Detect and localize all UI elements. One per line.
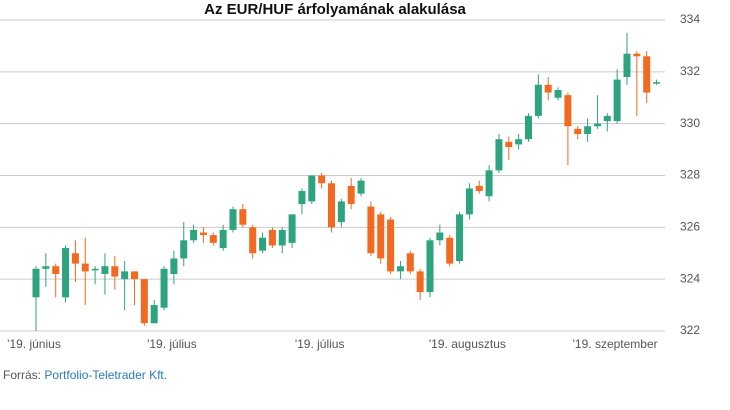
candle-body bbox=[406, 253, 414, 272]
chart-title: Az EUR/HUF árfolyamának alakulása bbox=[204, 1, 466, 18]
y-tick-label: 326 bbox=[680, 220, 700, 234]
candle-body bbox=[190, 229, 198, 241]
candle-body bbox=[229, 209, 237, 230]
candle-body bbox=[288, 214, 296, 243]
candle-body bbox=[613, 79, 621, 122]
candle-body bbox=[170, 258, 178, 274]
candle-body bbox=[643, 56, 651, 93]
candle-body bbox=[377, 214, 385, 259]
candle-body bbox=[318, 175, 326, 184]
source: Forrás: Portfolio-Teletrader Kft. bbox=[3, 368, 167, 382]
candle-body bbox=[426, 240, 434, 293]
y-tick-label: 332 bbox=[680, 64, 700, 78]
y-tick-label: 330 bbox=[680, 116, 700, 130]
candle-body bbox=[515, 139, 523, 145]
source-link[interactable]: Portfolio-Teletrader Kft. bbox=[44, 368, 167, 382]
candle-body bbox=[219, 229, 227, 249]
candle-body bbox=[298, 191, 306, 205]
x-tick-label: '19. augusztus bbox=[429, 337, 506, 351]
candle-body bbox=[101, 266, 109, 274]
candle-body bbox=[456, 214, 464, 262]
candle-body bbox=[367, 206, 375, 254]
candle-body bbox=[62, 248, 70, 298]
candle-body bbox=[121, 271, 129, 280]
candle-body bbox=[150, 305, 158, 324]
candle-body bbox=[249, 227, 257, 254]
candle-body bbox=[505, 141, 513, 147]
candle-body bbox=[534, 84, 542, 116]
candle-body bbox=[584, 126, 592, 135]
y-tick-label: 322 bbox=[680, 323, 700, 337]
candle-body bbox=[495, 139, 503, 171]
candle-body bbox=[653, 82, 661, 84]
candle-body bbox=[446, 237, 454, 264]
y-tick-label: 334 bbox=[680, 12, 700, 26]
candle-body bbox=[357, 180, 365, 194]
y-tick-label: 324 bbox=[680, 271, 700, 285]
candle-body bbox=[42, 266, 50, 269]
candle-body bbox=[593, 123, 601, 127]
candle-body bbox=[160, 268, 168, 308]
candle-body bbox=[347, 185, 355, 205]
candle-body bbox=[52, 266, 60, 274]
x-tick-label: '19. július bbox=[147, 337, 197, 351]
candle-body bbox=[554, 89, 562, 98]
candle-body bbox=[475, 185, 483, 192]
candle-body bbox=[544, 84, 552, 93]
candle-body bbox=[465, 188, 473, 215]
candle-body bbox=[199, 232, 207, 236]
x-tick-label: '19. július bbox=[295, 337, 345, 351]
candle-body bbox=[259, 237, 267, 251]
candle-body bbox=[436, 232, 444, 241]
candle-body bbox=[633, 53, 641, 57]
candle-body bbox=[278, 229, 286, 246]
candle-body bbox=[268, 229, 276, 246]
candle-body bbox=[180, 240, 188, 259]
x-tick-label: '19. június bbox=[7, 337, 61, 351]
candle-body bbox=[564, 95, 572, 127]
candle-body bbox=[131, 271, 138, 280]
y-tick-label: 328 bbox=[680, 168, 700, 182]
candle-body bbox=[485, 170, 493, 197]
candle-body bbox=[308, 175, 316, 202]
candle-body bbox=[574, 128, 582, 135]
candle-body bbox=[91, 268, 99, 271]
candle-body bbox=[603, 115, 611, 122]
candle-body bbox=[328, 183, 335, 228]
candle-body bbox=[81, 263, 89, 272]
x-tick-label: '19. szeptember bbox=[573, 337, 658, 351]
source-label: Forrás: bbox=[3, 368, 41, 382]
candle-body bbox=[239, 209, 247, 225]
candle-body bbox=[396, 266, 404, 272]
candle-body bbox=[140, 279, 148, 324]
candle-body bbox=[111, 266, 119, 277]
candle-body bbox=[32, 268, 40, 298]
candle-body bbox=[623, 53, 631, 78]
candle-body bbox=[525, 115, 532, 140]
candle-body bbox=[71, 253, 79, 264]
candle-body bbox=[209, 235, 217, 243]
candle-body bbox=[387, 219, 395, 272]
candle-body bbox=[416, 271, 424, 293]
candle-body bbox=[337, 201, 345, 223]
